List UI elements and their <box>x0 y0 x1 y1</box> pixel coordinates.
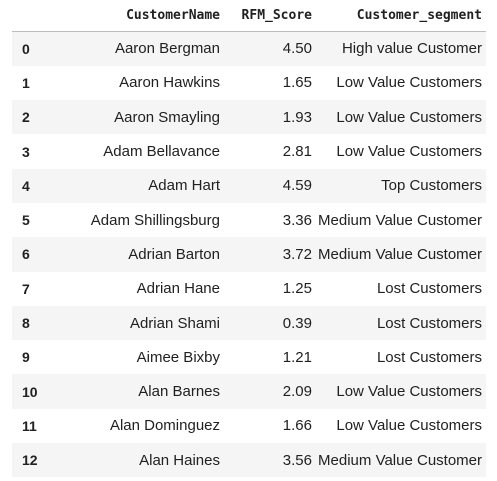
table-header: CustomerName RFM_Score Customer_segment <box>12 0 486 32</box>
table-body: 0 Aaron Bergman 4.50 High value Customer 1 Aa… <box>12 31 486 478</box>
table-row: 12 Alan Haines 3.56 Medium Value Customer <box>12 443 486 478</box>
row-index: 12 <box>22 452 38 469</box>
row-index: 3 <box>22 143 30 160</box>
table-row: 7 Adrian Hane 1.25 Lost Customers <box>12 272 486 306</box>
customer-name-cell: Adam Hart <box>148 177 220 195</box>
rfm-score-cell: 2.81 <box>282 143 312 161</box>
table-row: 1 Aaron Hawkins 1.65 Low Value Customers <box>12 66 486 100</box>
row-index: 11 <box>22 417 37 434</box>
customer-name-cell: Alan Barnes <box>138 383 220 401</box>
customer-name-cell: Adam Bellavance <box>103 143 220 161</box>
customer-segment-cell: Lost Customers <box>376 348 482 366</box>
table-row: 10 Alan Barnes 2.09 Low Value Customers <box>12 374 486 409</box>
row-index: 1 <box>22 74 30 91</box>
row-index: 0 <box>22 40 30 57</box>
table-row: 0 Aaron Bergman 4.50 High value Customer <box>12 31 486 66</box>
table-row: 11 Alan Dominguez 1.66 Low Value Customers <box>12 409 486 443</box>
customer-name-cell: Adrian Hane <box>136 280 220 298</box>
customer-segment-cell: High value Customer <box>341 40 482 58</box>
table-row: 9 Aimee Bixby 1.21 Lost Customers <box>12 340 486 374</box>
customer-name-cell: Adrian Barton <box>128 245 220 263</box>
customer-name-cell: Aaron Smayling <box>114 108 220 126</box>
index-header <box>12 0 64 32</box>
rfm-score-cell: 1.25 <box>282 280 312 298</box>
customer-segment-cell: Medium Value Customer <box>318 211 482 229</box>
customer-name-cell: Adrian Shami <box>129 314 220 332</box>
row-index: 10 <box>22 383 38 400</box>
table-row: 2 Aaron Smayling 1.93 Low Value Customers <box>12 100 486 135</box>
rfm-score-cell: 3.36 <box>282 211 312 229</box>
dataframe-table: CustomerName RFM_Score Customer_segment … <box>12 0 486 478</box>
row-index: 2 <box>22 109 30 126</box>
customer-segment-cell: Lost Customers <box>376 280 482 298</box>
column-header-customer-name: CustomerName <box>64 0 224 32</box>
table-row: 3 Adam Bellavance 2.81 Low Value Customers <box>12 134 486 168</box>
customer-segment-cell: Medium Value Customer <box>318 451 482 469</box>
row-index: 7 <box>22 280 30 297</box>
rfm-score-cell: 4.50 <box>282 40 312 58</box>
rfm-score-cell: 2.09 <box>282 383 312 401</box>
customer-name-cell: Alan Haines <box>139 451 220 469</box>
customer-name-cell: Alan Dominguez <box>109 417 220 435</box>
row-index: 9 <box>22 349 30 366</box>
table-row: 6 Adrian Barton 3.72 Medium Value Customer <box>12 237 486 272</box>
table-row: 8 Adrian Shami 0.39 Lost Customers <box>12 305 486 341</box>
customer-segment-cell: Lost Customers <box>376 314 482 332</box>
customer-name-cell: Aimee Bixby <box>136 348 220 366</box>
customer-name-cell: Adam Shillingsburg <box>90 211 220 229</box>
row-index: 6 <box>22 246 30 263</box>
row-index: 4 <box>22 177 30 194</box>
customer-name-cell: Aaron Hawkins <box>119 74 220 92</box>
customer-segment-cell: Low Value Customers <box>336 383 482 401</box>
customer-segment-cell: Medium Value Customer <box>318 245 482 263</box>
row-index: 8 <box>22 315 30 332</box>
dataframe-output: CustomerName RFM_Score Customer_segment … <box>12 0 497 478</box>
row-index: 5 <box>22 212 30 229</box>
table-row: 5 Adam Shillingsburg 3.36 Medium Value Cust… <box>12 203 486 237</box>
customer-segment-cell: Low Value Customers <box>336 74 482 92</box>
column-header-rfm-score: RFM_Score <box>224 0 316 32</box>
rfm-score-cell: 3.56 <box>282 451 312 469</box>
rfm-score-cell: 1.65 <box>282 74 312 92</box>
rfm-score-cell: 0.39 <box>282 314 312 332</box>
rfm-score-cell: 1.93 <box>282 108 312 126</box>
customer-segment-cell: Top Customers <box>381 177 482 195</box>
customer-segment-cell: Low Value Customers <box>336 143 482 161</box>
table-row: 4 Adam Hart 4.59 Top Customers <box>12 168 486 203</box>
header-row: CustomerName RFM_Score Customer_segment <box>12 0 486 32</box>
rfm-score-cell: 4.59 <box>282 177 312 195</box>
rfm-score-cell: 3.72 <box>282 245 312 263</box>
rfm-score-cell: 1.66 <box>282 417 312 435</box>
customer-segment-cell: Low Value Customers <box>336 417 482 435</box>
customer-segment-cell: Low Value Customers <box>336 108 482 126</box>
customer-name-cell: Aaron Bergman <box>114 40 220 58</box>
column-header-customer-segment: Customer_segment <box>316 0 486 32</box>
rfm-score-cell: 1.21 <box>282 348 312 366</box>
